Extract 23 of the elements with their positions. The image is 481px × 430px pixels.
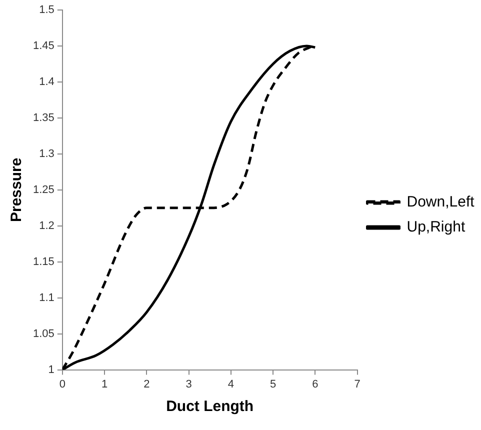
x-tick-label: 5 (270, 378, 276, 390)
x-axis-title: Duct Length (166, 398, 254, 416)
x-tick-label: 4 (228, 378, 234, 390)
y-tick-label: 1.45 (32, 40, 54, 52)
y-tick-label: 1.1 (39, 292, 54, 304)
y-tick-label: 1.4 (39, 76, 54, 88)
x-tick-label: 7 (354, 378, 360, 390)
y-tick-label: 1 (48, 364, 54, 376)
y-tick-label: 1.5 (39, 4, 54, 16)
x-tick-label: 6 (312, 378, 318, 390)
legend-label: Up,Right (406, 218, 466, 236)
x-tick-label: 2 (144, 378, 150, 390)
x-tick-label: 3 (186, 378, 192, 390)
y-tick-label: 1.3 (39, 148, 54, 160)
y-tick-label: 1.05 (32, 328, 54, 340)
y-tick-label: 1.35 (32, 112, 54, 124)
x-tick-label: 0 (59, 378, 66, 390)
y-tick-label: 1.15 (32, 256, 54, 268)
x-tick-label: 1 (101, 378, 108, 390)
y-tick-label: 1.25 (32, 184, 54, 196)
legend-label: Down,Left (406, 194, 476, 211)
y-tick-label: 1.2 (39, 220, 54, 232)
y-axis-title: Pressure (8, 158, 26, 222)
